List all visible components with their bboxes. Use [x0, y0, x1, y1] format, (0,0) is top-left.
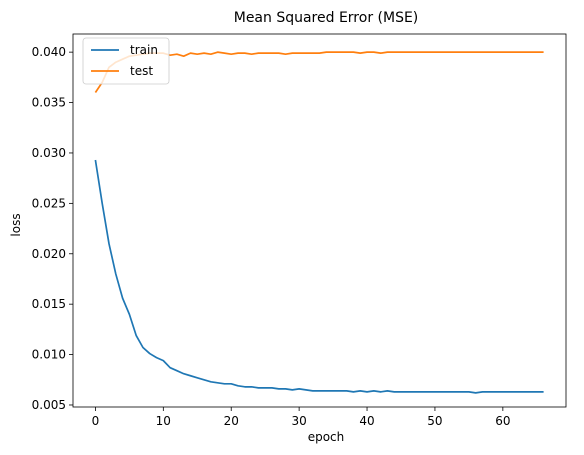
- legend: train test: [82, 37, 170, 85]
- series-line-train: [94, 159, 544, 394]
- x-axis-ticks: 0 10 20 30 40 50 60: [92, 407, 510, 428]
- x-tick-label: 10: [156, 414, 171, 428]
- x-tick-label: 30: [291, 414, 306, 428]
- x-tick-label: 60: [495, 414, 510, 428]
- y-tick-label: 0.020: [32, 247, 66, 261]
- y-axis-ticks: 0.005 0.010 0.015 0.020 0.025 0.030 0.035 0.040: [32, 45, 73, 412]
- x-tick-label: 50: [427, 414, 442, 428]
- x-axis-label: epoch: [308, 430, 345, 444]
- y-tick-label: 0.040: [32, 45, 66, 59]
- y-tick-label: 0.025: [32, 196, 66, 210]
- x-tick-label: 0: [92, 414, 100, 428]
- plot-frame: [72, 33, 567, 408]
- x-tick-label: 20: [224, 414, 239, 428]
- legend-label-test: test: [130, 64, 153, 78]
- chart-title: Mean Squared Error (MSE): [234, 10, 419, 26]
- x-tick-label: 40: [359, 414, 374, 428]
- y-tick-label: 0.010: [32, 348, 66, 362]
- y-tick-label: 0.005: [32, 398, 66, 412]
- y-tick-label: 0.035: [32, 96, 66, 110]
- series-line-test: [94, 51, 544, 93]
- series-lines: [94, 51, 544, 394]
- y-tick-label: 0.030: [32, 146, 66, 160]
- y-axis-label: loss: [9, 213, 23, 236]
- plot-area: 0 10 20 30 40 50 60 0.0050.0100.0150.0200.0250…: [32, 33, 567, 428]
- y-tick-label: 0.015: [32, 297, 66, 311]
- legend-label-train: train: [130, 43, 158, 57]
